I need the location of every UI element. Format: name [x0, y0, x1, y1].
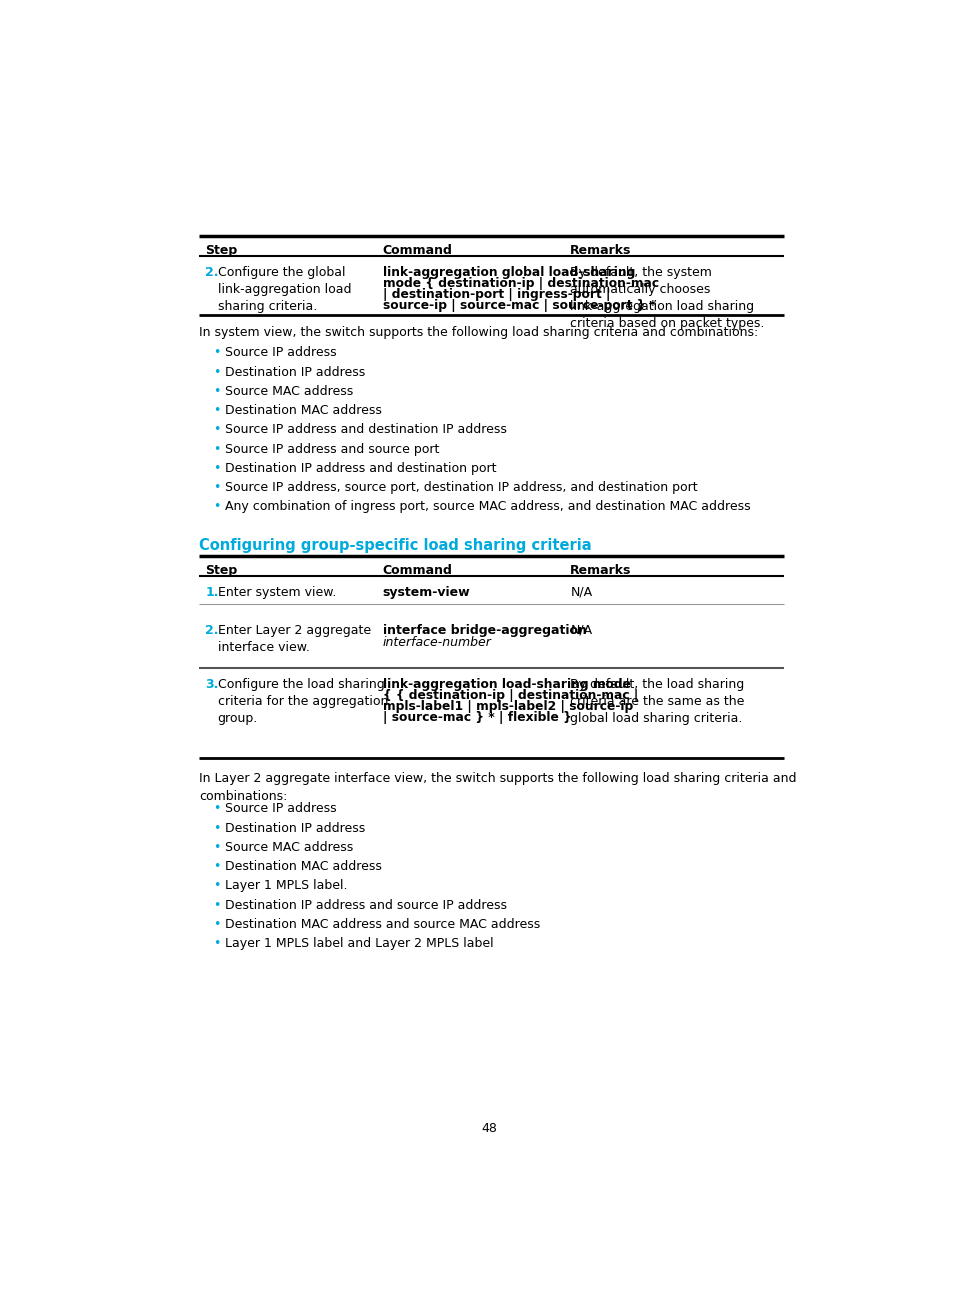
Text: Layer 1 MPLS label.: Layer 1 MPLS label. — [225, 879, 348, 893]
Text: Source MAC address: Source MAC address — [225, 841, 354, 854]
Text: By default, the load sharing
criteria are the same as the
global load sharing cr: By default, the load sharing criteria ar… — [570, 678, 744, 724]
Text: Configure the load sharing
criteria for the aggregation
group.: Configure the load sharing criteria for … — [217, 678, 388, 724]
Text: interface bridge-aggregation: interface bridge-aggregation — [382, 623, 586, 636]
Text: mpls-label1 | mpls-label2 | source-ip: mpls-label1 | mpls-label2 | source-ip — [382, 700, 633, 713]
Text: | source-mac } * | flexible }: | source-mac } * | flexible } — [382, 712, 571, 724]
Text: 48: 48 — [480, 1122, 497, 1135]
Text: •: • — [213, 861, 220, 874]
Text: link-aggregation global load-sharing: link-aggregation global load-sharing — [382, 266, 635, 279]
Text: Source MAC address: Source MAC address — [225, 385, 354, 398]
Text: Destination IP address: Destination IP address — [225, 365, 365, 378]
Text: 2.: 2. — [205, 623, 218, 636]
Text: •: • — [213, 385, 220, 398]
Text: •: • — [213, 404, 220, 417]
Text: Command: Command — [382, 564, 452, 577]
Text: •: • — [213, 898, 220, 911]
Text: Configure the global
link-aggregation load
sharing criteria.: Configure the global link-aggregation lo… — [217, 266, 351, 312]
Text: Step: Step — [205, 244, 237, 257]
Text: •: • — [213, 937, 220, 950]
Text: 1.: 1. — [205, 586, 218, 599]
Text: Source IP address and destination IP address: Source IP address and destination IP add… — [225, 424, 507, 437]
Text: •: • — [213, 802, 220, 815]
Text: By default, the system
automatically chooses
link-aggregation load sharing
crite: By default, the system automatically cho… — [570, 266, 764, 329]
Text: mode { destination-ip | destination-mac: mode { destination-ip | destination-mac — [382, 277, 659, 290]
Text: N/A: N/A — [570, 586, 592, 599]
Text: Step: Step — [205, 564, 237, 577]
Text: •: • — [213, 841, 220, 854]
Text: Enter Layer 2 aggregate
interface view.: Enter Layer 2 aggregate interface view. — [217, 623, 371, 653]
Text: Configuring group-specific load sharing criteria: Configuring group-specific load sharing … — [199, 538, 591, 553]
Text: Destination MAC address: Destination MAC address — [225, 404, 382, 417]
Text: •: • — [213, 822, 220, 835]
Text: Command: Command — [382, 244, 452, 257]
Text: Destination MAC address and source MAC address: Destination MAC address and source MAC a… — [225, 918, 540, 931]
Text: { { destination-ip | destination-mac |: { { destination-ip | destination-mac | — [382, 688, 638, 701]
Text: •: • — [213, 443, 220, 456]
Text: Remarks: Remarks — [570, 244, 631, 257]
Text: Layer 1 MPLS label and Layer 2 MPLS label: Layer 1 MPLS label and Layer 2 MPLS labe… — [225, 937, 494, 950]
Text: •: • — [213, 918, 220, 931]
Text: •: • — [213, 346, 220, 359]
Text: Remarks: Remarks — [570, 564, 631, 577]
Text: N/A: N/A — [570, 623, 592, 636]
Text: Destination IP address and source IP address: Destination IP address and source IP add… — [225, 898, 507, 911]
Text: Destination IP address: Destination IP address — [225, 822, 365, 835]
Text: 2.: 2. — [205, 266, 218, 279]
Text: •: • — [213, 500, 220, 513]
Text: Any combination of ingress port, source MAC address, and destination MAC address: Any combination of ingress port, source … — [225, 500, 750, 513]
Text: system-view: system-view — [382, 586, 470, 599]
Text: In system view, the switch supports the following load sharing criteria and comb: In system view, the switch supports the … — [199, 327, 758, 340]
Text: •: • — [213, 424, 220, 437]
Text: link-aggregation load-sharing mode: link-aggregation load-sharing mode — [382, 678, 630, 691]
Text: source-ip | source-mac | source-port } *: source-ip | source-mac | source-port } * — [382, 299, 656, 312]
Text: •: • — [213, 879, 220, 893]
Text: Destination MAC address: Destination MAC address — [225, 861, 382, 874]
Text: Enter system view.: Enter system view. — [217, 586, 335, 599]
Text: 3.: 3. — [205, 678, 218, 691]
Text: Source IP address and source port: Source IP address and source port — [225, 443, 439, 456]
Text: | destination-port | ingress-port |: | destination-port | ingress-port | — [382, 288, 610, 301]
Text: interface-number: interface-number — [382, 636, 491, 649]
Text: Source IP address: Source IP address — [225, 346, 336, 359]
Text: •: • — [213, 365, 220, 378]
Text: In Layer 2 aggregate interface view, the switch supports the following load shar: In Layer 2 aggregate interface view, the… — [199, 771, 796, 802]
Text: Source IP address, source port, destination IP address, and destination port: Source IP address, source port, destinat… — [225, 481, 698, 494]
Text: Source IP address: Source IP address — [225, 802, 336, 815]
Text: Destination IP address and destination port: Destination IP address and destination p… — [225, 461, 497, 474]
Text: •: • — [213, 461, 220, 474]
Text: •: • — [213, 481, 220, 494]
